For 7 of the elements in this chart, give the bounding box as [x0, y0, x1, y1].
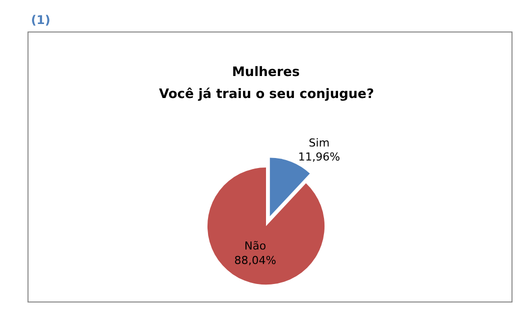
data-label: 11,96% [298, 150, 340, 164]
slice-label: Sim [308, 136, 330, 150]
data-label: 88,04% [234, 254, 276, 267]
chart-title: Mulheres [232, 65, 300, 80]
chart-subtitle: Você já traiu o seu conjugue? [159, 87, 374, 102]
text: (1) [31, 13, 50, 27]
slice-label: Não [244, 240, 266, 253]
